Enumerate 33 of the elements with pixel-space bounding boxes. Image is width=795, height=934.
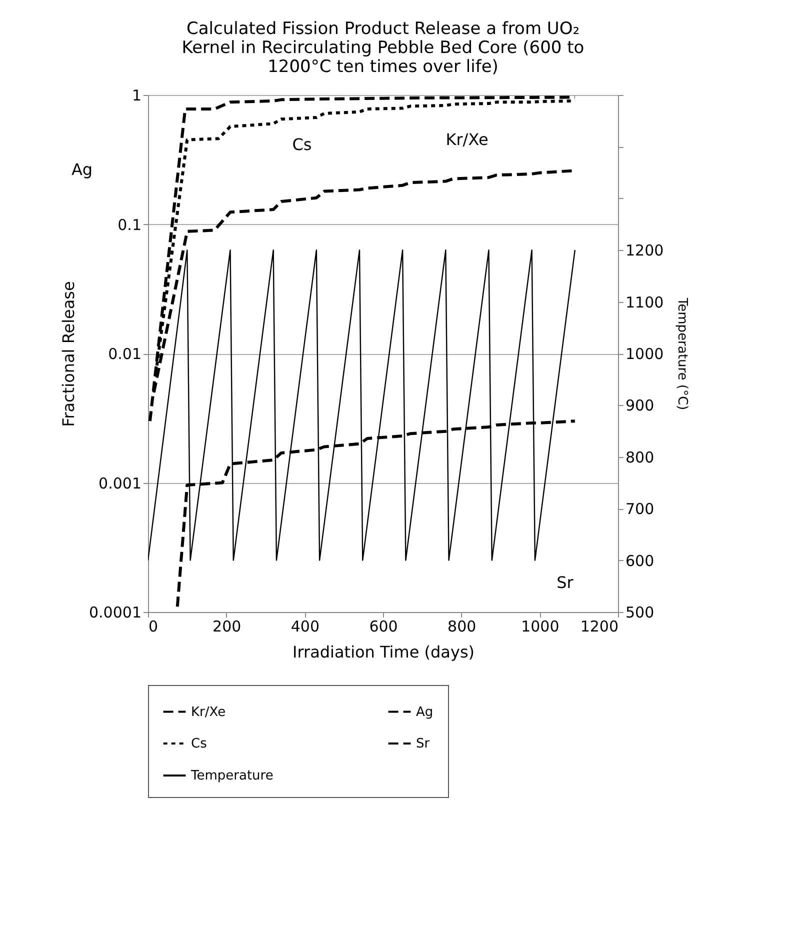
x-tick-label: 0 [148,618,158,636]
x-tick-label: 800 [448,618,476,636]
legend-label: Ag [416,704,434,720]
y-tick-label: 0.0001 [89,604,142,622]
y2-tick-label: 600 [626,552,654,570]
y-axis-title: Fractional Release [59,281,78,427]
text: Ag [71,160,93,179]
x-axis-title: Irradiation Time (days) [292,642,475,662]
x-tick-label: 400 [290,618,320,636]
legend-label: Sr [416,736,430,752]
y2-axis-title: Temperature (°C) [674,296,690,410]
annotation: Cs [292,135,312,154]
y-tick-label: 0.001 [98,474,142,492]
annotation: Sr [556,573,574,592]
y2-tick-label: 700 [626,500,654,518]
y2-tick-label: 800 [626,448,654,466]
x-tick-label: 200 [212,618,242,636]
x-tick-label: 1000 [521,618,560,636]
y-tick-label: 0.1 [118,216,142,234]
y2-tick-label: 500 [626,604,654,622]
y2-tick-label: 1200 [626,242,664,260]
legend-label: Temperature [190,768,274,784]
y2-tick-label: 1000 [626,345,664,363]
y2-tick-label: 1100 [626,293,664,312]
legend-label: Kr/Xe [191,704,226,720]
annotation: Kr/Xe [446,130,488,149]
x-tick-label: 1200 [580,618,618,636]
y2-tick-label: 900 [626,396,654,415]
y-tick-label: 0.01 [108,345,142,363]
legend-label: Cs [191,736,208,752]
y-tick-label: 1 [132,86,142,104]
x-tick-label: 600 [369,618,398,636]
chart-title: Calculated Fission Product Release a from UO₂ Kernel in Recirculating Pebble Bed Core (600 to 1200°C ten times over life) [182,19,584,77]
